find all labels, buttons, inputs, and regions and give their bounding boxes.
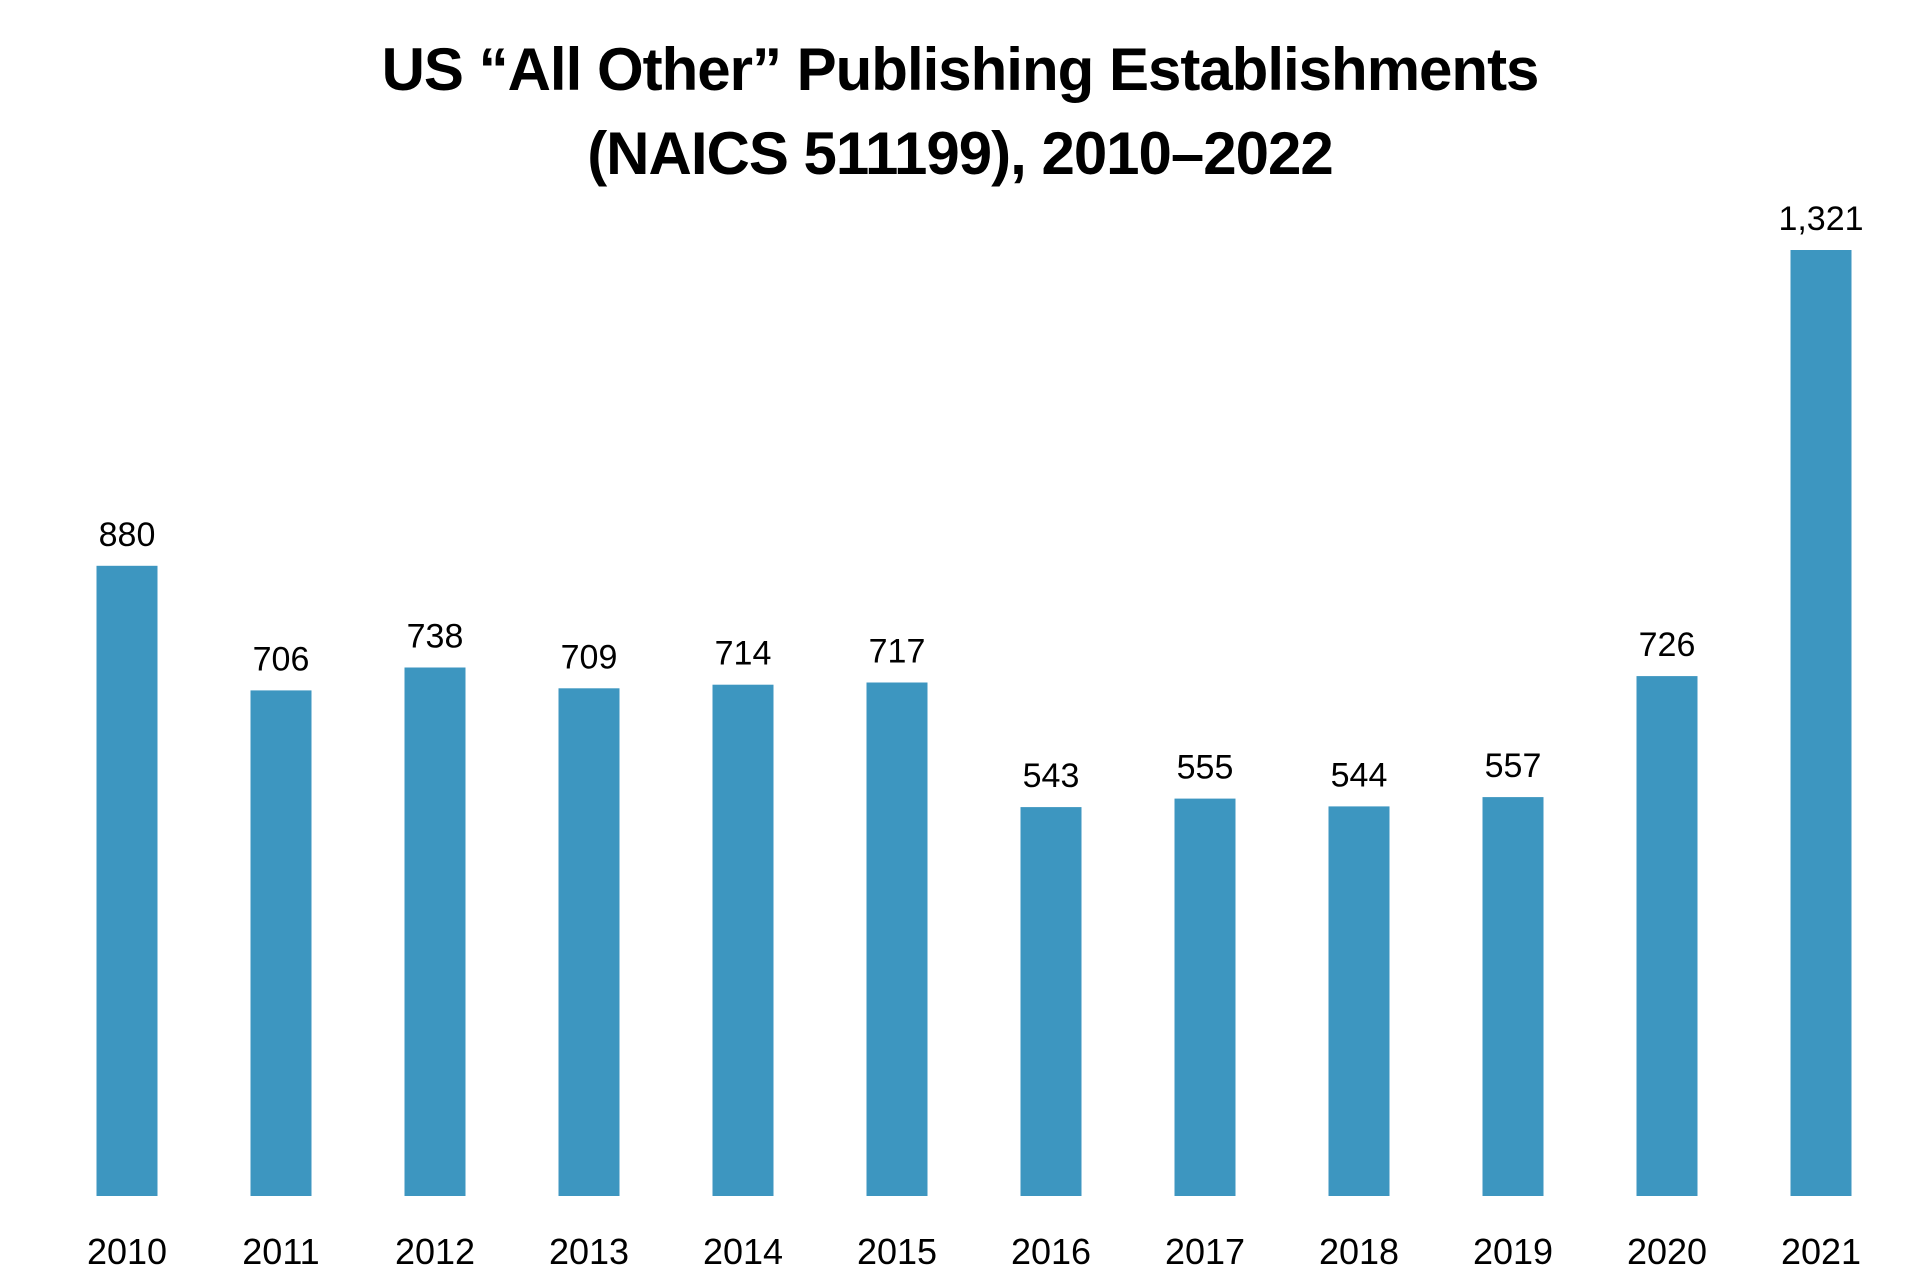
value-label-2021: 1,321 [1778, 200, 1863, 238]
bar-2013 [558, 688, 620, 1196]
value-label-2018: 544 [1331, 756, 1388, 794]
x-tick-label-2019: 2019 [1473, 1231, 1553, 1271]
x-tick-label-2010: 2010 [87, 1231, 167, 1271]
value-label-2012: 738 [407, 618, 464, 656]
x-tick-label-2016: 2016 [1011, 1231, 1091, 1271]
value-label-2010: 880 [99, 516, 156, 554]
value-label-2017: 555 [1177, 749, 1234, 787]
x-tick-label-2017: 2017 [1165, 1231, 1245, 1271]
value-label-2015: 717 [869, 633, 926, 671]
bar-2015 [866, 682, 928, 1196]
x-tick-label-2015: 2015 [857, 1231, 937, 1271]
x-tick-label-2011: 2011 [242, 1231, 319, 1271]
bar-2021 [1790, 250, 1852, 1196]
bar-2011 [250, 690, 312, 1196]
x-tick-label-2014: 2014 [703, 1231, 783, 1271]
bar-2017 [1174, 798, 1236, 1196]
x-tick-label-2021: 2021 [1781, 1231, 1861, 1271]
x-tick-label-2013: 2013 [549, 1231, 629, 1271]
x-tick-label-2012: 2012 [395, 1231, 475, 1271]
bar-2010 [96, 565, 158, 1196]
chart-title-line-2: (NAICS 511199), 2010–2022 [587, 120, 1334, 187]
value-label-2019: 557 [1485, 747, 1542, 785]
value-label-2016: 543 [1023, 757, 1080, 795]
value-label-2014: 714 [715, 635, 772, 673]
bar-2020 [1636, 676, 1698, 1196]
bar-2012 [404, 667, 466, 1196]
bar-2016 [1020, 807, 1082, 1196]
x-tick-label-2018: 2018 [1319, 1231, 1399, 1271]
value-label-2020: 726 [1639, 626, 1696, 664]
value-label-2011: 706 [253, 640, 310, 678]
bar-2014 [712, 684, 774, 1196]
chart-title: US “All Other” Publishing Establishments… [0, 28, 1920, 196]
x-tick-label-2020: 2020 [1627, 1231, 1707, 1271]
value-label-2013: 709 [561, 638, 618, 676]
bar-2019 [1482, 797, 1544, 1196]
bar-2018 [1328, 806, 1390, 1196]
chart-title-line-1: US “All Other” Publishing Establishments [381, 36, 1540, 103]
